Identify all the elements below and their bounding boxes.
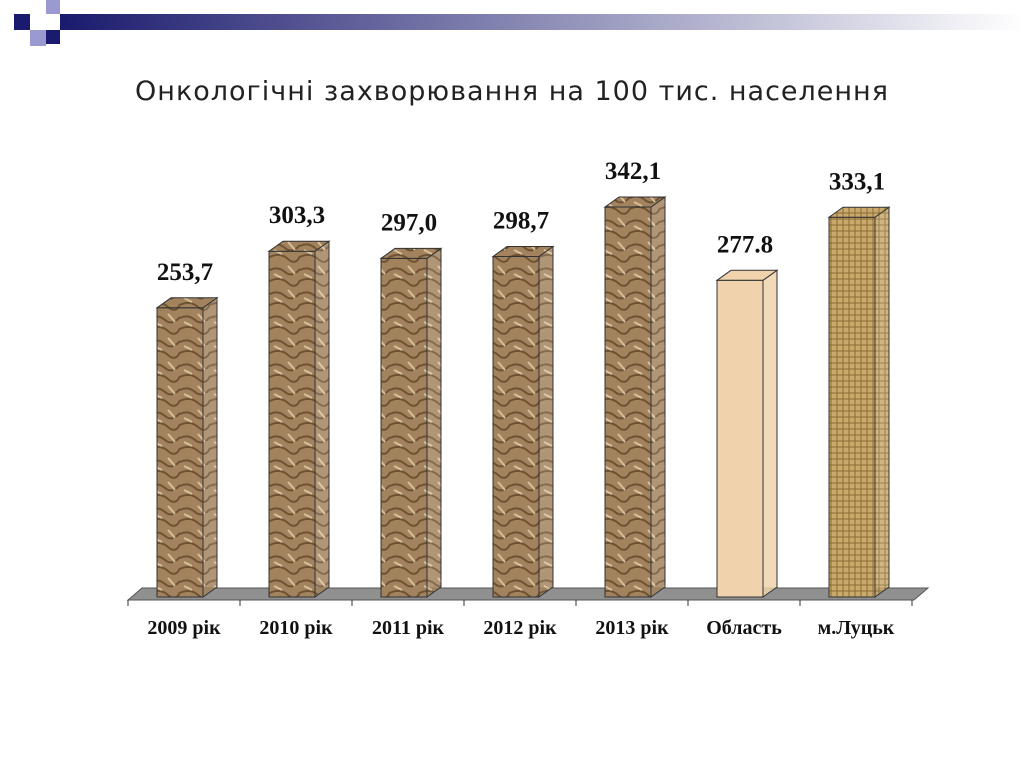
value-label: 333,1 — [829, 168, 885, 195]
bar — [828, 216, 876, 598]
chart-title: Онкологічні захворювання на 100 тис. нас… — [135, 76, 889, 107]
bar-side — [426, 247, 442, 598]
bar-side — [874, 206, 890, 598]
bar-side — [538, 245, 554, 598]
value-label: 297,0 — [381, 209, 437, 236]
bar-top — [155, 297, 219, 309]
decor-square — [14, 14, 30, 30]
value-label: 303,3 — [269, 202, 325, 229]
bar-top — [267, 240, 331, 252]
bar-top — [491, 245, 555, 257]
x-tick-label: 2013 рік — [595, 617, 669, 639]
x-tick-label: м.Луцьк — [818, 617, 895, 639]
decor-square — [46, 0, 60, 14]
bar — [716, 279, 764, 598]
bar-side — [650, 196, 666, 598]
x-tick-label: 2011 рік — [372, 617, 445, 639]
value-label: 253,7 — [157, 259, 213, 286]
x-tick-label: 2009 рік — [147, 617, 221, 639]
x-tick-label: 2012 рік — [483, 617, 557, 639]
bar — [156, 307, 204, 598]
bar-top — [603, 196, 667, 208]
x-tick-label: 2010 рік — [259, 617, 333, 639]
header-bar — [60, 14, 1024, 30]
bar-top — [379, 247, 443, 259]
bar-top — [715, 269, 779, 281]
bar-top — [827, 206, 891, 218]
value-label: 277.8 — [717, 231, 773, 258]
bar — [604, 206, 652, 598]
bar — [492, 255, 540, 598]
value-label: 342,1 — [605, 158, 661, 185]
bar — [380, 257, 428, 598]
decor-square — [46, 30, 60, 44]
bar-side — [202, 296, 218, 598]
decor-square — [30, 30, 46, 46]
bar — [268, 250, 316, 598]
bar-side — [762, 269, 778, 598]
bar-side — [314, 240, 330, 598]
x-tick-label: Область — [706, 617, 782, 639]
value-label: 298,7 — [493, 207, 549, 234]
